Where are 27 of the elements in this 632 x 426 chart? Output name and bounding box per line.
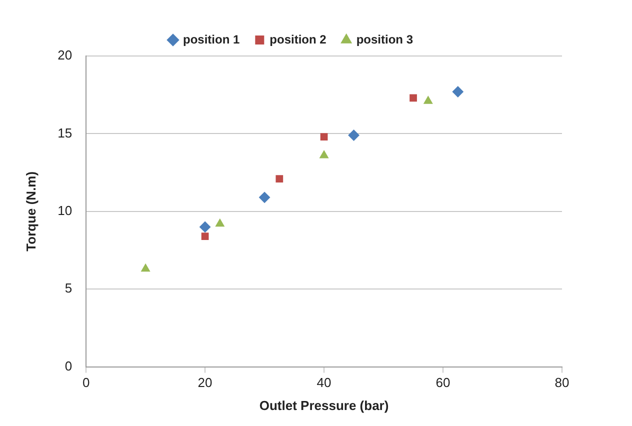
- x-tick-label: 0: [82, 375, 90, 390]
- point: [452, 86, 464, 98]
- x-tick-label: 40: [316, 375, 332, 390]
- point: [320, 133, 328, 140]
- y-tick-label: 5: [64, 280, 72, 296]
- x-tick-label: 20: [198, 375, 212, 390]
- legend-label: position 3: [356, 32, 414, 46]
- point: [276, 175, 284, 182]
- point: [216, 218, 224, 227]
- point: [200, 221, 211, 232]
- y-tick-label: 15: [58, 125, 72, 140]
- point: [348, 130, 360, 141]
- point: [201, 232, 209, 240]
- y-tick-label: 20: [58, 48, 72, 63]
- x-tick-label: 80: [554, 375, 570, 390]
- x-tick-label: 60: [436, 375, 450, 390]
- y-axis-title: Torque (N.m): [23, 171, 38, 252]
- legend-label: position 2: [270, 32, 327, 46]
- point: [410, 94, 417, 102]
- point: [320, 150, 328, 158]
- point: [141, 264, 150, 272]
- legend-label: position 1: [183, 32, 240, 46]
- x-axis-title: Outlet Pressure (bar): [259, 398, 389, 413]
- point: [424, 96, 433, 104]
- y-tick-label: 10: [58, 202, 72, 218]
- point: [259, 192, 270, 203]
- y-tick-label: 0: [64, 358, 72, 374]
